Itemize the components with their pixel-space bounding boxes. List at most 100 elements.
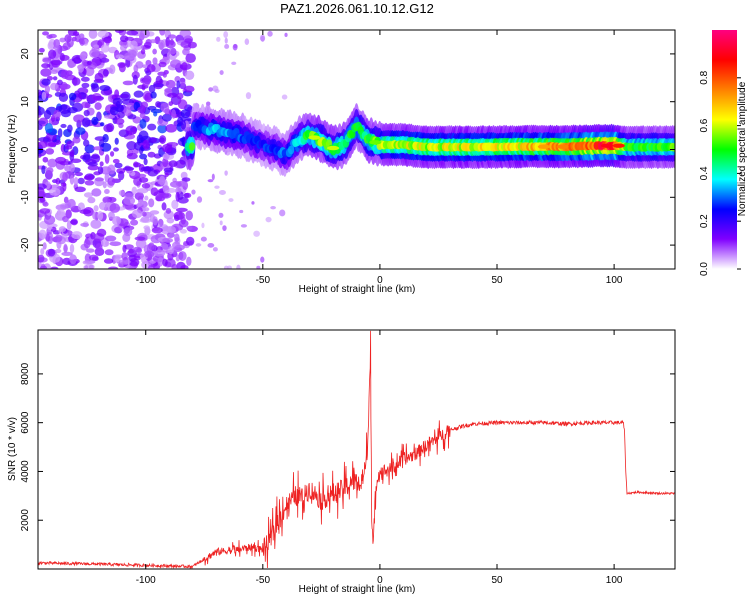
heatmap-noise-blob: [103, 258, 114, 264]
heatmap-noise-blob: [259, 34, 266, 42]
heatmap-noise-blob: [78, 33, 85, 39]
heatmap-noise-blob: [260, 256, 265, 263]
heatmap-noise-blob: [115, 54, 125, 59]
heatmap-noise-blob: [270, 206, 276, 210]
heatmap-noise-blob: [66, 140, 75, 147]
heatmap-noise-blob: [195, 243, 202, 247]
heatmap-noise-blob: [99, 85, 111, 91]
heatmap-noise-blob: [117, 170, 125, 181]
heatmap-noise-blob: [136, 188, 149, 194]
heatmap-noise-blob: [69, 254, 77, 265]
heatmap-noise-blob: [104, 188, 110, 195]
heatmap-noise-blob: [181, 136, 186, 147]
heatmap-noise-blob: [63, 196, 69, 204]
heatmap-noise-blob: [83, 109, 90, 117]
heatmap-noise-blob: [207, 243, 215, 248]
heatmap-noise-blob: [38, 117, 49, 127]
heatmap-noise-blob: [82, 260, 91, 265]
heatmap-noise-blob: [142, 139, 150, 150]
colorbar-gradient: [712, 30, 737, 269]
heatmap-noise-blob: [73, 114, 85, 123]
heatmap-peak: [612, 143, 625, 148]
snr-ytick-label-8000: 8000: [20, 362, 31, 385]
heatmap-noise-blob: [131, 186, 138, 195]
snr-xtick-label-m50: -50: [256, 575, 271, 586]
heatmap-noise-blob: [223, 265, 229, 269]
heatmap-noise-blob: [97, 210, 104, 221]
snr-plot-area: [38, 330, 675, 569]
heatmap-noise-blob: [71, 77, 81, 86]
heatmap-noise-blob: [148, 198, 155, 208]
heatmap-noise-blob: [140, 48, 146, 55]
spectrogram-ytick-label-0: 0: [20, 146, 31, 152]
heatmap-noise-blob: [158, 61, 167, 68]
heatmap-noise-blob: [73, 177, 79, 186]
heatmap-noise-blob: [150, 91, 157, 99]
heatmap-noise-blob: [148, 84, 156, 93]
snr-xtick-label-0: 0: [377, 575, 383, 586]
heatmap-noise-blob: [165, 79, 176, 89]
heatmap-noise-blob: [103, 36, 113, 44]
heatmap-noise-blob: [99, 122, 105, 127]
heatmap-noise-blob: [138, 130, 149, 141]
heatmap-noise-blob: [216, 36, 221, 42]
heatmap-noise-blob: [99, 57, 110, 63]
heatmap-noise-blob: [142, 207, 150, 212]
heatmap-noise-blob: [92, 211, 97, 220]
heatmap-noise-blob: [180, 78, 186, 87]
heatmap-noise-blob: [114, 162, 123, 169]
heatmap-noise-blob: [159, 30, 166, 36]
heatmap-noise-blob: [87, 165, 100, 171]
heatmap-noise-blob: [55, 248, 62, 254]
heatmap-noise-blob: [159, 135, 167, 144]
heatmap-noise-blob: [155, 101, 161, 108]
heatmap-noise-blob: [105, 235, 117, 242]
heatmap-noise-blob: [167, 245, 174, 255]
heatmap-noise-blob: [118, 259, 131, 265]
heatmap-noise-blob: [87, 161, 98, 167]
heatmap-noise-blob: [89, 48, 100, 58]
heatmap-noise-blob: [114, 118, 125, 125]
snr-xtick-label-50: 50: [491, 575, 503, 586]
heatmap-noise-blob: [119, 93, 130, 99]
heatmap-noise-blob: [161, 143, 173, 153]
heatmap-noise-blob: [279, 209, 286, 217]
heatmap-noise-blob: [114, 226, 122, 234]
heatmap-noise-blob: [228, 198, 234, 202]
heatmap-noise-blob: [38, 229, 47, 240]
heatmap-noise-blob: [52, 76, 58, 81]
heatmap-noise-blob: [206, 101, 211, 106]
heatmap-noise-blob: [128, 258, 140, 267]
heatmap-noise-blob: [47, 248, 56, 257]
heatmap-noise-blob: [38, 141, 48, 149]
heatmap-noise-blob: [103, 124, 113, 133]
heatmap-noise-blob: [38, 137, 50, 142]
heatmap-noise-blob: [265, 216, 272, 223]
heatmap-noise-blob: [152, 57, 158, 65]
heatmap-peak: [556, 144, 569, 149]
heatmap-noise-blob: [165, 258, 176, 268]
heatmap-noise-blob: [83, 265, 89, 269]
heatmap-noise-blob: [157, 256, 164, 267]
heatmap-noise-blob: [59, 37, 66, 43]
spectrogram-ytick-label-10: 10: [20, 96, 31, 108]
heatmap-noise-blob: [166, 217, 175, 224]
heatmap-noise-blob: [88, 30, 98, 39]
heatmap-noise-blob: [93, 205, 99, 212]
snr-x-axis: -100 -50 0 50 100: [136, 330, 623, 586]
heatmap-noise-blob: [139, 177, 149, 183]
colorbar-label: Normalized spectral amplitude: [737, 81, 748, 216]
heatmap-noise-blob: [79, 38, 85, 46]
heatmap-noise-blob: [94, 72, 104, 83]
heatmap-noise-blob: [53, 45, 61, 51]
heatmap-noise-blob: [102, 133, 109, 143]
heatmap-noise-blob: [121, 251, 128, 261]
snr-panel: -100 -50 0 50 100 2000 4000 6000 8000 Height of…: [7, 329, 676, 595]
snr-x-label: Height of straight line (km): [299, 584, 416, 595]
heatmap-noise-blob: [123, 106, 132, 117]
spectrogram-xtick-label-50: 50: [491, 275, 503, 286]
heatmap-noise-blob: [112, 158, 120, 164]
heatmap-noise-blob: [153, 111, 158, 117]
